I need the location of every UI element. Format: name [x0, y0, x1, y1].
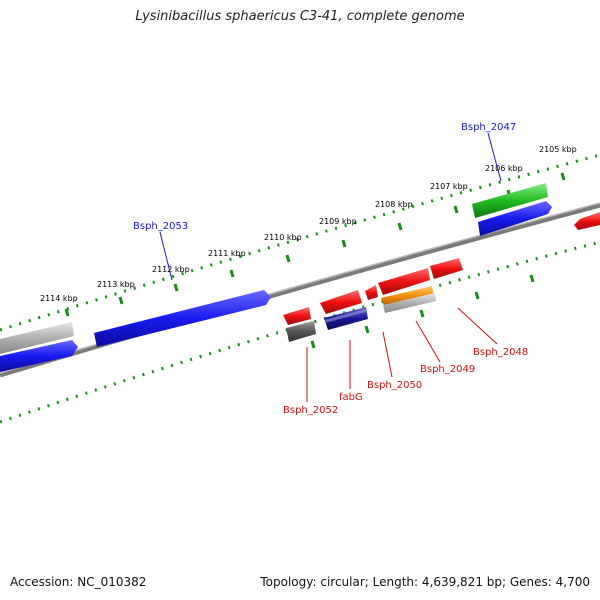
- accession-text: Accession: NC_010382: [10, 575, 147, 589]
- scale-label-2106: 2106 kbp: [485, 164, 523, 173]
- genome-summary-text: Topology: circular; Length: 4,639,821 bp…: [260, 575, 590, 589]
- scale-label-2110: 2110 kbp: [264, 233, 302, 242]
- gene-bsph-2050-small[interactable]: [365, 285, 378, 300]
- scale-label-2108: 2108 kbp: [375, 200, 413, 209]
- leader-bsph-2050: [382, 331, 393, 378]
- label-bsph-2050: Bsph_2050: [367, 380, 422, 391]
- tick-2109: [341, 239, 347, 248]
- tick-2111: [229, 269, 235, 278]
- scale-label-2111: 2111 kbp: [208, 249, 246, 258]
- scale-label-2105: 2105 kbp: [539, 145, 577, 154]
- scale-label-2114: 2114 kbp: [40, 294, 78, 303]
- genome-backbone-highlight: [0, 202, 600, 374]
- gene-gray-left-fwd[interactable]: [0, 322, 74, 354]
- inner-tick: [474, 291, 480, 300]
- tick-2107: [453, 205, 459, 214]
- gene-bsph-2047-green[interactable]: [472, 183, 548, 218]
- major-ticks: [64, 172, 566, 317]
- tick-2105: [560, 172, 566, 181]
- label-bsph-2052: Bsph_2052: [283, 405, 338, 416]
- gene-gray-under-orange[interactable]: [383, 293, 436, 313]
- tick-2108: [397, 222, 403, 231]
- gene-bsph-2049-red[interactable]: [378, 268, 430, 295]
- gene-bsph-2052-dark[interactable]: [286, 321, 316, 342]
- outer-scale-ring: [0, 153, 600, 332]
- gene-fabg-highlight: [324, 309, 366, 323]
- tick-2114: [64, 308, 70, 317]
- leader-bsph-2053: [159, 231, 173, 281]
- inner-tick: [529, 274, 535, 283]
- scale-label-2109: 2109 kbp: [319, 217, 357, 226]
- scale-label-2107: 2107 kbp: [430, 182, 468, 191]
- tick-2110: [285, 254, 291, 263]
- gene-bsph-2047-blue[interactable]: [478, 201, 552, 236]
- inner-tick: [310, 340, 316, 349]
- scale-label-2112: 2112 kbp: [152, 265, 190, 274]
- genome-backbone: [0, 202, 600, 378]
- label-bsph-2048: Bsph_2048: [473, 347, 528, 358]
- gene-red-right-edge[interactable]: [574, 212, 600, 230]
- inner-tick: [419, 309, 425, 318]
- label-bsph-2053: Bsph_2053: [133, 221, 188, 232]
- gene-bsph-2052-red[interactable]: [283, 307, 311, 325]
- inner-tick: [364, 325, 370, 334]
- map-title: Lysinibacillus sphaericus C3-41, complet…: [135, 9, 465, 24]
- leader-bsph-2048: [457, 307, 498, 345]
- gene-bsph-2053[interactable]: [94, 290, 271, 347]
- tick-2113: [118, 296, 124, 305]
- gene-blue-left-fwd[interactable]: [0, 340, 78, 372]
- inner-ticks: [310, 274, 535, 349]
- scale-label-2113: 2113 kbp: [97, 280, 135, 289]
- gene-red-mid-1[interactable]: [320, 290, 362, 314]
- tick-2112: [173, 283, 179, 292]
- leader-bsph-2047: [487, 132, 502, 182]
- label-bsph-2047: Bsph_2047: [461, 122, 516, 133]
- label-fabg: fabG: [339, 392, 363, 403]
- gene-bsph-2048[interactable]: [430, 258, 463, 279]
- label-bsph-2049: Bsph_2049: [420, 364, 475, 375]
- leader-bsph-2049: [415, 320, 441, 363]
